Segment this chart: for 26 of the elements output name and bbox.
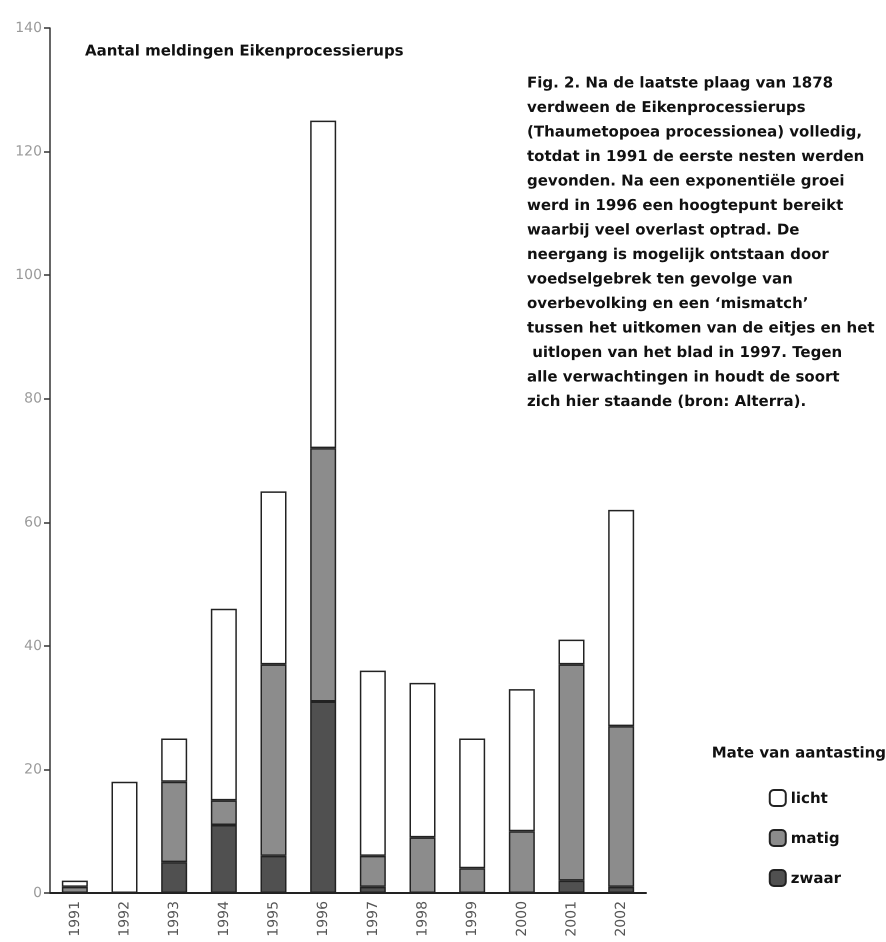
x-tick-label: 2002: [613, 901, 630, 937]
y-tick-label: 120: [15, 144, 42, 160]
x-tick-label: 2000: [514, 901, 530, 937]
x-tick-label: 1999: [464, 901, 480, 937]
legend-label: matig: [790, 829, 840, 847]
x-tick-label: 1996: [315, 900, 332, 937]
y-tick-label: 100: [15, 267, 42, 284]
x-tick-label: 1991: [66, 901, 83, 937]
x-tick-label: 1998: [414, 901, 430, 937]
y-tick-label: 80: [24, 390, 42, 407]
legend-label: licht: [790, 789, 828, 807]
x-tick-label: 1995: [266, 901, 282, 937]
text: Fig. 2. Na de laatste plaag van 1878 verdween de Eikenprocessierups (Thaumetopoea processionea) volledig, totdat in 1991 de eerste nesten werden gevonden. Na een exponentiële groei werd in 1996 een hoogtepunt bereikt waarbij veel overlast optrad. De neergang is mogelijk ontstaan door voedselgebrek ten gevolge van overbevolking en een ‘mismatch’ tussen het uitkomen van de eitjes en het uitlopen van het blad in 1997. Tegen alle verwachtingen in houdt de soort zich hier staande (bron: Alterra).: [527, 73, 875, 410]
y-tick-label: 60: [24, 514, 42, 530]
x-tick-label: 1993: [166, 901, 182, 937]
x-tick-label: 1997: [364, 901, 381, 937]
y-tick-label: 140: [15, 20, 42, 36]
y-tick-label: 0: [33, 885, 42, 901]
legend-label: zwaar: [790, 869, 842, 887]
y-tick-label: 20: [24, 761, 42, 778]
legend-title: Mate van aantasting: [712, 744, 886, 762]
y-tick-label: 40: [24, 638, 42, 654]
x-tick-label: 1994: [216, 900, 232, 937]
x-tick-label: 1992: [116, 901, 132, 937]
text: Aantal meldingen Eikenprocessierups: [85, 42, 404, 60]
x-tick-label: 2001: [564, 901, 580, 937]
